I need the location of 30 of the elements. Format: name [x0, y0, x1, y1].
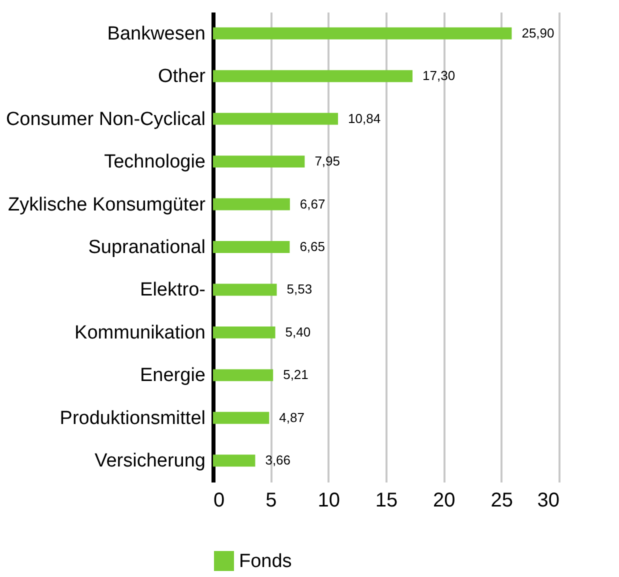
y-tick-label: Zyklische Konsumgüter [8, 194, 206, 216]
x-tick-label: 30 [537, 490, 560, 512]
data-label: 10,84 [348, 110, 381, 126]
data-label: 5,21 [283, 367, 308, 382]
y-tick-label: Kommunikation [74, 322, 206, 344]
y-tick-label: Bankwesen [107, 23, 206, 44]
data-label: 17,30 [422, 68, 456, 84]
y-tick-label: Versicherung [94, 450, 206, 472]
y-tick-label: Elektro- [140, 280, 206, 301]
y-tick-label: Supranational [88, 237, 206, 258]
data-label: 5,53 [286, 282, 312, 297]
x-tick-label: 15 [375, 490, 398, 512]
x-tick-label: 20 [433, 490, 456, 512]
y-tick-label: Energie [140, 365, 206, 386]
data-label: 7,95 [314, 154, 340, 169]
y-tick-label: Produktionsmittel [60, 408, 206, 429]
x-tick-label: 0 [214, 490, 225, 512]
x-tick-label: 5 [266, 490, 277, 512]
y-tick-label: Consumer Non-Cyclical [6, 108, 206, 130]
legend-label: Fonds [239, 551, 292, 572]
y-tick-label: Technologie [104, 152, 206, 173]
data-label: 6,65 [300, 239, 326, 254]
data-label: 25,90 [522, 25, 554, 40]
data-label: 3,66 [265, 452, 291, 468]
data-label: 5,40 [285, 324, 311, 340]
x-tick-label: 25 [490, 490, 513, 512]
x-tick-label: 10 [318, 490, 340, 512]
y-tick-label: Other [158, 66, 206, 88]
data-label: 6,67 [300, 196, 326, 212]
data-label: 4,87 [279, 410, 304, 425]
